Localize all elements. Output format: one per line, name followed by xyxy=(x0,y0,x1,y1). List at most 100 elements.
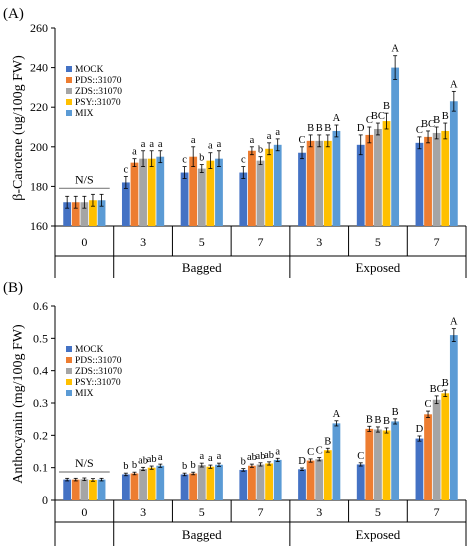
group-label: Bagged xyxy=(182,260,222,275)
x-tick-label: 3 xyxy=(140,235,146,249)
significance-label: a xyxy=(132,147,137,158)
bar-zds-31070 xyxy=(139,158,147,226)
bar-psy-31070 xyxy=(147,467,156,500)
bar-zds-31070 xyxy=(432,132,441,226)
x-tick-label: 7 xyxy=(258,505,264,519)
bar-mock xyxy=(415,142,424,226)
bar-mock xyxy=(356,464,365,500)
y-tick-label: 220 xyxy=(30,100,48,114)
significance-label: ab xyxy=(256,451,266,462)
significance-label: a xyxy=(250,135,255,146)
bar-mix xyxy=(97,479,106,500)
legend-swatch xyxy=(66,77,72,83)
legend-label: ZDS::31070 xyxy=(75,87,122,97)
bar-mock xyxy=(298,469,306,500)
legend-swatch xyxy=(66,390,72,396)
significance-label: B xyxy=(442,378,449,389)
bar-mix xyxy=(156,465,165,500)
significance-label: B xyxy=(324,436,331,447)
bar-zds-31070 xyxy=(256,160,265,226)
bar-mock xyxy=(298,152,306,226)
legend-swatch xyxy=(66,88,72,94)
significance-label: D xyxy=(416,424,424,435)
significance-label: a xyxy=(217,451,222,462)
significance-label: b xyxy=(191,460,196,471)
bar-pds-31070 xyxy=(189,156,198,226)
group-label: Exposed xyxy=(356,527,401,542)
y-tick-label: 260 xyxy=(30,21,48,35)
bar-mix xyxy=(449,101,458,226)
bar-psy-31070 xyxy=(89,200,97,226)
significance-label: c xyxy=(124,165,129,176)
panel-label: (B) xyxy=(3,280,23,296)
bar-zds-31070 xyxy=(315,140,324,226)
y-tick-label: 160 xyxy=(30,219,48,233)
bar-pds-31070 xyxy=(365,428,374,500)
legend-swatch xyxy=(66,99,72,105)
bar-psy-31070 xyxy=(265,148,273,226)
bar-pds-31070 xyxy=(130,162,139,226)
x-tick-label: 7 xyxy=(434,505,440,519)
significance-label: a xyxy=(149,139,154,150)
bar-zds-31070 xyxy=(197,465,206,500)
significance-label: B xyxy=(324,123,331,134)
bar-mock xyxy=(415,438,424,500)
significance-label: ab xyxy=(247,452,257,463)
y-tick-label: 0.2 xyxy=(33,428,48,442)
bar-pds-31070 xyxy=(189,473,198,500)
legend-label: PSY::31070 xyxy=(75,378,121,388)
bar-zds-31070 xyxy=(374,429,382,500)
significance-label: C xyxy=(425,399,432,410)
y-tick-label: 0.6 xyxy=(33,299,48,313)
bar-mix xyxy=(332,130,341,226)
bar-mock xyxy=(121,182,130,226)
bar-zds-31070 xyxy=(139,468,147,500)
bar-pds-31070 xyxy=(306,460,315,500)
significance-label: c xyxy=(182,155,187,166)
legend-swatch xyxy=(66,357,72,363)
bar-psy-31070 xyxy=(147,158,156,226)
y-tick-label: 0.3 xyxy=(33,396,48,410)
y-tick-label: 240 xyxy=(30,61,48,75)
y-tick-label: 0.5 xyxy=(33,331,48,345)
y-axis-title: β-Carotene (ug/100g FW) xyxy=(11,55,26,201)
significance-label: BC xyxy=(421,119,435,130)
bar-pds-31070 xyxy=(365,134,374,226)
legend-label: ZDS::31070 xyxy=(75,367,122,377)
x-tick-label: 7 xyxy=(258,235,264,249)
bar-mix xyxy=(156,156,165,226)
legend-swatch xyxy=(66,346,72,352)
significance-label: D xyxy=(298,456,306,467)
significance-label: a xyxy=(217,139,222,150)
legend-swatch xyxy=(66,66,72,72)
bar-mock xyxy=(239,172,248,226)
bar-mix xyxy=(391,67,400,226)
significance-label: a xyxy=(208,453,213,464)
bar-psy-31070 xyxy=(206,466,215,500)
y-tick-label: 0.4 xyxy=(33,364,48,378)
x-tick-label: 3 xyxy=(140,505,146,519)
bar-zds-31070 xyxy=(432,399,441,500)
x-tick-label: 5 xyxy=(199,505,205,519)
bar-mock xyxy=(239,469,248,500)
legend-label: PDS::31070 xyxy=(75,76,122,86)
bar-zds-31070 xyxy=(374,128,382,226)
significance-label: b xyxy=(132,460,137,471)
significance-label: C xyxy=(366,115,373,126)
significance-label: B xyxy=(383,101,390,112)
x-tick-label: 3 xyxy=(316,505,322,519)
bar-mix xyxy=(273,144,282,226)
bar-zds-31070 xyxy=(315,459,324,500)
significance-label: C xyxy=(307,447,314,458)
bar-zds-31070 xyxy=(80,202,89,226)
significance-label: C xyxy=(316,446,323,457)
bar-psy-31070 xyxy=(323,140,332,226)
bar-psy-31070 xyxy=(206,160,215,226)
panel-b: (B) Anthocyanin (mg/100g FW) 0 0.1 0.2 0.3 0.4… xyxy=(3,280,467,546)
significance-label: a xyxy=(267,131,272,142)
significance-label: D xyxy=(357,123,365,134)
bar-mock xyxy=(63,202,72,226)
significance-label: A xyxy=(333,113,341,124)
